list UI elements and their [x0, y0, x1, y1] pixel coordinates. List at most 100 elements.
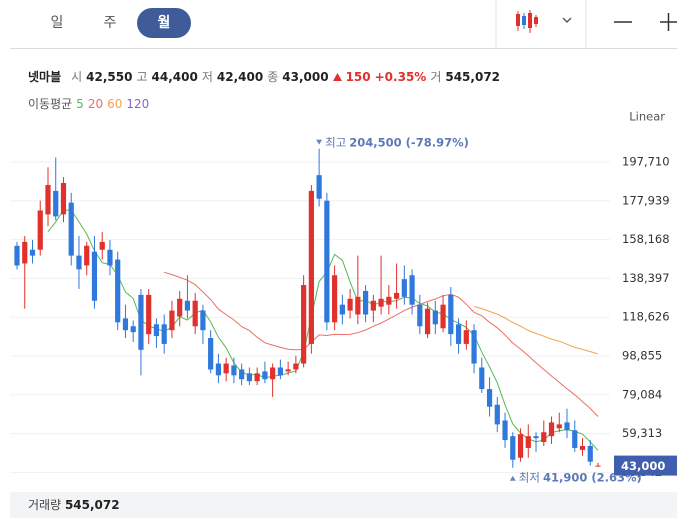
- y-tick-label: 79,084: [622, 387, 662, 401]
- chart-type-icon[interactable]: [516, 10, 538, 33]
- candle-body: [502, 420, 508, 441]
- candle-body: [153, 324, 160, 337]
- price-info: 넷마블 시 42,550 고 44,400 저 42,400 종 43,000 …: [28, 68, 500, 85]
- tab-week[interactable]: 주: [103, 15, 117, 31]
- candle-body: [277, 367, 283, 376]
- value: 42,400: [216, 69, 264, 84]
- candle-body: [146, 294, 152, 335]
- candle-body: [595, 465, 601, 467]
- candle-body: [254, 373, 260, 382]
- candle-body: [208, 338, 214, 370]
- y-tick-label: 59,313: [622, 426, 662, 440]
- value: 42,550: [86, 69, 133, 84]
- candle-body: [463, 330, 469, 344]
- label: 시: [71, 70, 83, 84]
- candle-body: [184, 300, 191, 311]
- candle-body: [223, 363, 229, 374]
- y-tick-label: 197,710: [622, 154, 670, 168]
- candle-body: [517, 434, 524, 458]
- candle-body: [417, 304, 423, 327]
- chart: Linear 197,710 177,939 158,168 138,397 118,6…: [10, 110, 677, 484]
- tab-month[interactable]: 월: [137, 8, 191, 38]
- value: 43,000: [282, 69, 329, 84]
- candle-body: [556, 424, 562, 429]
- tab-day[interactable]: 일: [50, 15, 64, 31]
- candle-body: [107, 249, 113, 266]
- candle-body: [541, 432, 547, 443]
- candle-body: [424, 308, 431, 335]
- candle-body: [448, 294, 454, 335]
- candle-body: [494, 404, 500, 425]
- candle-body: [471, 330, 477, 364]
- candle-body: [246, 373, 252, 382]
- candle-body: [393, 292, 400, 299]
- label: 거: [430, 70, 442, 84]
- zoom-in-icon[interactable]: [660, 13, 677, 31]
- candle-body: [347, 298, 353, 311]
- toolbar: [10, 0, 677, 49]
- candle-body: [525, 436, 531, 448]
- candle-body: [84, 245, 90, 266]
- candle-body: [45, 184, 51, 215]
- candle-body: [432, 310, 438, 325]
- volume-panel: 거래량 545,072: [10, 492, 677, 518]
- candle-body: [262, 371, 268, 380]
- candle-body: [68, 202, 74, 256]
- candle-body: [339, 304, 345, 315]
- value: 545,072: [445, 69, 501, 84]
- label: 고: [136, 70, 148, 84]
- annotation-value: 204,500 (-78.97%): [349, 135, 469, 149]
- ma-legend-item[interactable]: 20: [87, 96, 104, 111]
- ma-legend-item[interactable]: 120: [126, 96, 150, 111]
- y-tick-label: 118,626: [622, 310, 670, 324]
- candle-body: [533, 436, 539, 439]
- dropdown-icon[interactable]: [562, 17, 572, 23]
- y-tick-label: 138,397: [622, 271, 670, 285]
- ma-legend: 이동평균 5 20 60 120: [28, 95, 149, 112]
- volume-label: 거래량: [28, 498, 62, 512]
- candle-body: [355, 296, 361, 315]
- candle-body: [401, 279, 407, 297]
- scale-toggle[interactable]: Linear: [629, 110, 665, 124]
- candle-body: [301, 285, 307, 364]
- candle-body: [215, 363, 222, 376]
- candle-body: [192, 300, 198, 327]
- candle-body: [548, 422, 555, 437]
- last-price-box: [614, 455, 677, 476]
- change: 150: [345, 69, 371, 84]
- y-tick-label: 158,168: [622, 232, 670, 246]
- annotation-marker: [509, 475, 516, 481]
- candle-body: [332, 275, 338, 323]
- candle-body: [29, 249, 36, 256]
- ma-legend-item[interactable]: 5: [76, 96, 84, 111]
- candle-body: [177, 298, 183, 317]
- candle-body: [239, 369, 245, 380]
- candle-body: [486, 389, 493, 407]
- candle-body: [37, 210, 43, 250]
- last-price-label: 43,000: [621, 459, 665, 473]
- candle-body: [386, 296, 392, 305]
- change-percent: +0.35%: [374, 69, 427, 84]
- candle-body: [564, 422, 570, 431]
- stock-name: 넷마블: [28, 70, 62, 84]
- candle-body: [270, 367, 276, 380]
- label: 종: [267, 70, 279, 84]
- candle-body: [378, 298, 384, 307]
- moving-average: [164, 271, 599, 417]
- ma-legend-item[interactable]: 60: [107, 96, 123, 111]
- candle-body: [579, 445, 586, 450]
- candle-body: [440, 304, 446, 329]
- up-arrow: [332, 72, 342, 81]
- candle-body: [293, 363, 299, 370]
- y-tick-label: 177,939: [622, 193, 670, 207]
- annotation-label: 최저: [519, 470, 540, 484]
- candle-body: [161, 324, 167, 344]
- candle-body: [53, 190, 59, 217]
- annotation: 최고 204,500 (-78.97%): [325, 135, 469, 149]
- label: 저: [201, 70, 213, 84]
- candle-body: [130, 326, 136, 333]
- annotation-label: 최고: [325, 135, 346, 149]
- candle-body: [308, 190, 314, 344]
- candle-body: [231, 365, 237, 376]
- candle-body: [99, 241, 105, 250]
